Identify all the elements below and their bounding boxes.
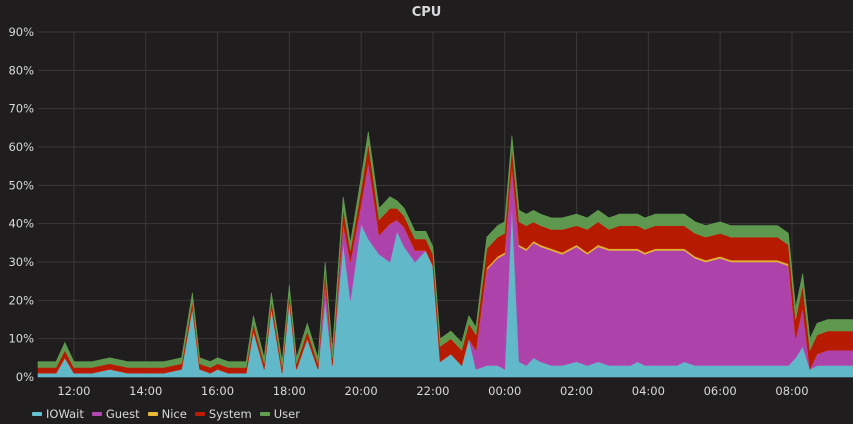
y-tick-label: 30% — [8, 255, 34, 269]
x-tick-label: 18:00 — [273, 384, 306, 398]
x-axis: 12:00 14:00 16:00 18:00 20:00 22:00 00:00 02:00… — [57, 384, 808, 398]
legend-swatch — [91, 412, 102, 416]
legend-swatch — [147, 412, 158, 416]
y-tick-label: 60% — [8, 140, 34, 154]
legend-swatch — [194, 412, 205, 416]
panel-title[interactable]: CPU — [411, 5, 442, 20]
chart-legend: IOWait Guest Nice System User — [32, 406, 308, 422]
y-tick-label: 70% — [8, 102, 34, 116]
y-tick-label: 0% — [16, 370, 34, 384]
chart-areas — [37, 131, 853, 378]
legend-item-user[interactable]: User — [259, 407, 300, 421]
legend-item-system[interactable]: System — [194, 407, 252, 421]
y-tick-label: 40% — [8, 217, 34, 231]
y-tick-label: 10% — [8, 332, 34, 346]
legend-label: Nice — [161, 407, 187, 421]
legend-label: User — [273, 407, 300, 421]
y-tick-label: 80% — [8, 63, 34, 77]
y-tick-label: 20% — [8, 293, 34, 307]
x-tick-label: 08:00 — [775, 384, 808, 398]
y-tick-label: 50% — [8, 178, 34, 192]
x-tick-label: 00:00 — [488, 384, 521, 398]
legend-swatch — [32, 412, 42, 416]
y-tick-label: 90% — [8, 25, 34, 39]
legend-label: System — [208, 407, 252, 421]
x-tick-label: 14:00 — [129, 384, 162, 398]
legend-item-iowait[interactable]: IOWait — [32, 407, 84, 421]
x-tick-label: 02:00 — [560, 384, 593, 398]
x-tick-label: 06:00 — [704, 384, 737, 398]
x-tick-label: 12:00 — [57, 384, 90, 398]
legend-item-guest[interactable]: Guest — [91, 407, 140, 421]
legend-swatch — [259, 412, 270, 416]
legend-item-nice[interactable]: Nice — [147, 407, 187, 421]
x-tick-label: 20:00 — [345, 384, 378, 398]
x-tick-label: 22:00 — [416, 384, 449, 398]
cpu-chart[interactable]: 0% 10% 20% 30% 40% 50% 60% 70% 80% 90% 12:00 14:00… — [0, 0, 853, 405]
x-tick-label: 16:00 — [201, 384, 234, 398]
series-area-user — [37, 131, 853, 368]
y-axis: 0% 10% 20% 30% 40% 50% 60% 70% 80% 90% — [8, 25, 34, 384]
x-tick-label: 04:00 — [632, 384, 665, 398]
legend-label: IOWait — [46, 407, 84, 421]
legend-label: Guest — [105, 407, 140, 421]
